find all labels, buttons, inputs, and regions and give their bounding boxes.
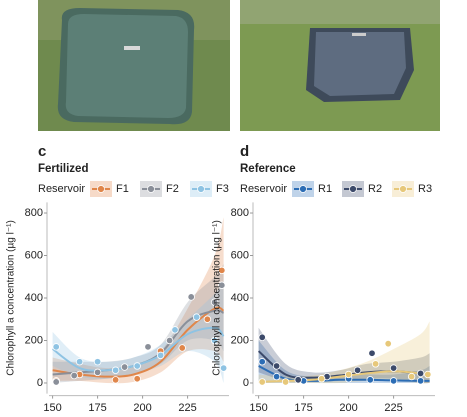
data-point [75,358,84,366]
panel-label: c [38,143,46,160]
data-point [384,339,392,348]
confidence-band [52,264,224,383]
confidence-band [258,327,430,384]
x-tick-label: 225 [384,402,402,414]
x-tick-label: 150 [249,402,267,414]
data-point [366,376,374,384]
confidence-band [258,321,430,384]
data-point [171,326,179,334]
y-tick-label: 200 [231,334,249,346]
data-point [258,378,266,386]
data-point [416,369,425,378]
y-tick-label: 800 [25,207,43,219]
confidence-band [52,217,224,384]
data-point [258,333,266,342]
x-tick-label: 175 [88,402,106,414]
legend-key-dot [147,185,155,193]
data-point [344,370,353,379]
data-point [93,368,102,377]
data-point [111,376,120,384]
photo-fertilized [38,0,230,131]
data-point [133,375,141,383]
data-point [156,351,165,360]
x-tick-label: 175 [294,402,312,414]
legend-label: F1 [116,183,129,195]
data-point [371,360,380,368]
y-tick-label: 0 [243,377,249,389]
data-point [165,336,174,345]
panel-title: Fertilized [38,163,88,175]
data-point [416,377,425,385]
y-tick-label: 600 [231,249,249,261]
data-point [368,349,376,357]
y-tick-label: 200 [25,334,43,346]
x-tick-label: 150 [43,402,61,414]
legend-title: Reservoir [38,183,85,195]
legend-label: F2 [166,183,179,195]
data-point [389,377,398,385]
x-tick-label: 200 [133,402,151,414]
data-point [192,313,201,321]
data-point [210,298,219,306]
data-point [187,293,195,301]
legend-label: F3 [216,183,229,195]
data-point [52,343,60,351]
data-point [258,358,266,366]
legend-label: R2 [368,183,382,195]
photo-reference [240,0,440,131]
x-tick-label: 200 [339,402,357,414]
data-point [93,358,102,366]
legend-label: R1 [318,183,332,195]
legend-key-dot [399,185,407,193]
data-point [424,370,432,379]
data-point [133,362,141,370]
data-point [353,366,362,374]
data-point [407,372,416,381]
data-point [219,364,228,372]
panel-label: d [240,143,249,160]
y-tick-label: 400 [231,292,249,304]
data-point [389,364,398,372]
data-point [111,366,120,374]
data-point [203,315,212,323]
x-tick-label: 225 [178,402,196,414]
data-point [294,376,302,384]
legend-key-dot [197,185,205,193]
data-point [52,378,60,386]
legend-title: Reservoir [240,183,287,195]
legend-label: R3 [418,183,432,195]
panel-title: Reference [240,163,296,175]
legend-key-dot [97,185,105,193]
y-tick-label: 0 [37,377,43,389]
data-point [218,281,226,289]
data-point [272,362,281,370]
data-point [281,378,290,386]
data-point [218,266,226,275]
legend-key-dot [299,185,307,193]
data-point [317,375,326,383]
data-point [70,371,78,380]
data-point [120,363,129,371]
y-tick-label: 800 [231,207,249,219]
trend-line [52,326,225,372]
y-tick-label: 400 [25,292,43,304]
data-point [272,372,281,381]
data-point [210,336,219,345]
legend-key-dot [349,185,357,193]
data-point [144,343,152,351]
y-axis-title: Chlorophyll a concentration (µg l⁻¹) [212,220,223,376]
y-axis-title: Chlorophyll a concentration (µg l⁻¹) [6,220,17,376]
y-tick-label: 600 [25,249,43,261]
data-point [178,344,186,352]
